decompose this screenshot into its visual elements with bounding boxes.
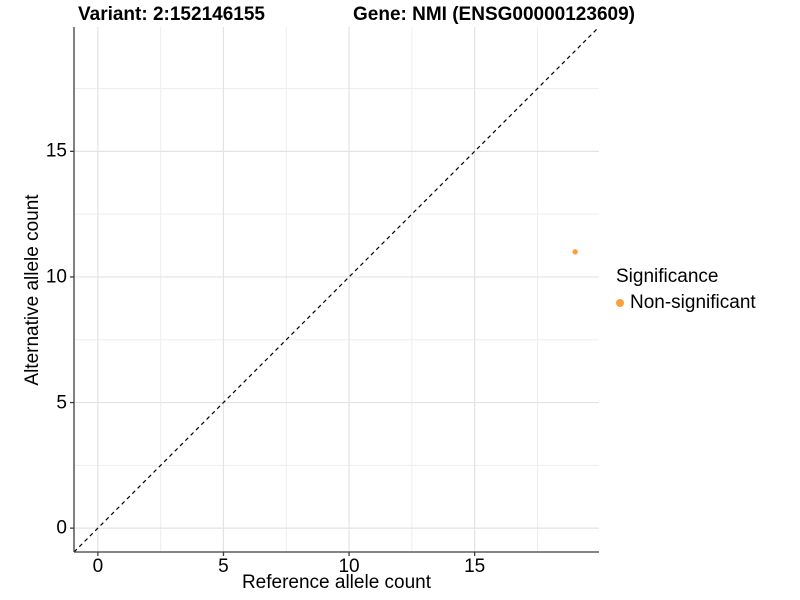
legend-point-icon <box>616 299 624 307</box>
y-tick-label: 0 <box>56 517 67 539</box>
legend: Significance Non-significant <box>616 266 756 314</box>
legend-title: Significance <box>616 266 719 287</box>
y-tick-label: 15 <box>45 140 67 162</box>
x-tick-label: 0 <box>92 556 104 577</box>
plot-title-variant: Variant: 2:152146155 <box>78 4 265 25</box>
data-point <box>572 249 578 255</box>
y-axis-label: Alternative allele count <box>22 194 43 386</box>
plot-title-gene: Gene: NMI (ENSG00000123609) <box>353 4 635 25</box>
legend-item-label: Non-significant <box>630 292 756 313</box>
x-tick-label: 10 <box>338 556 360 577</box>
x-tick-label: 15 <box>464 556 486 577</box>
x-axis-label: Reference allele count <box>241 572 432 593</box>
identity-dashed-line <box>73 26 600 553</box>
y-tick-label: 5 <box>56 392 67 414</box>
x-tick-label: 5 <box>218 556 229 577</box>
legend-item-non-significant: Non-significant <box>616 292 756 314</box>
y-tick-label: 10 <box>45 266 67 288</box>
